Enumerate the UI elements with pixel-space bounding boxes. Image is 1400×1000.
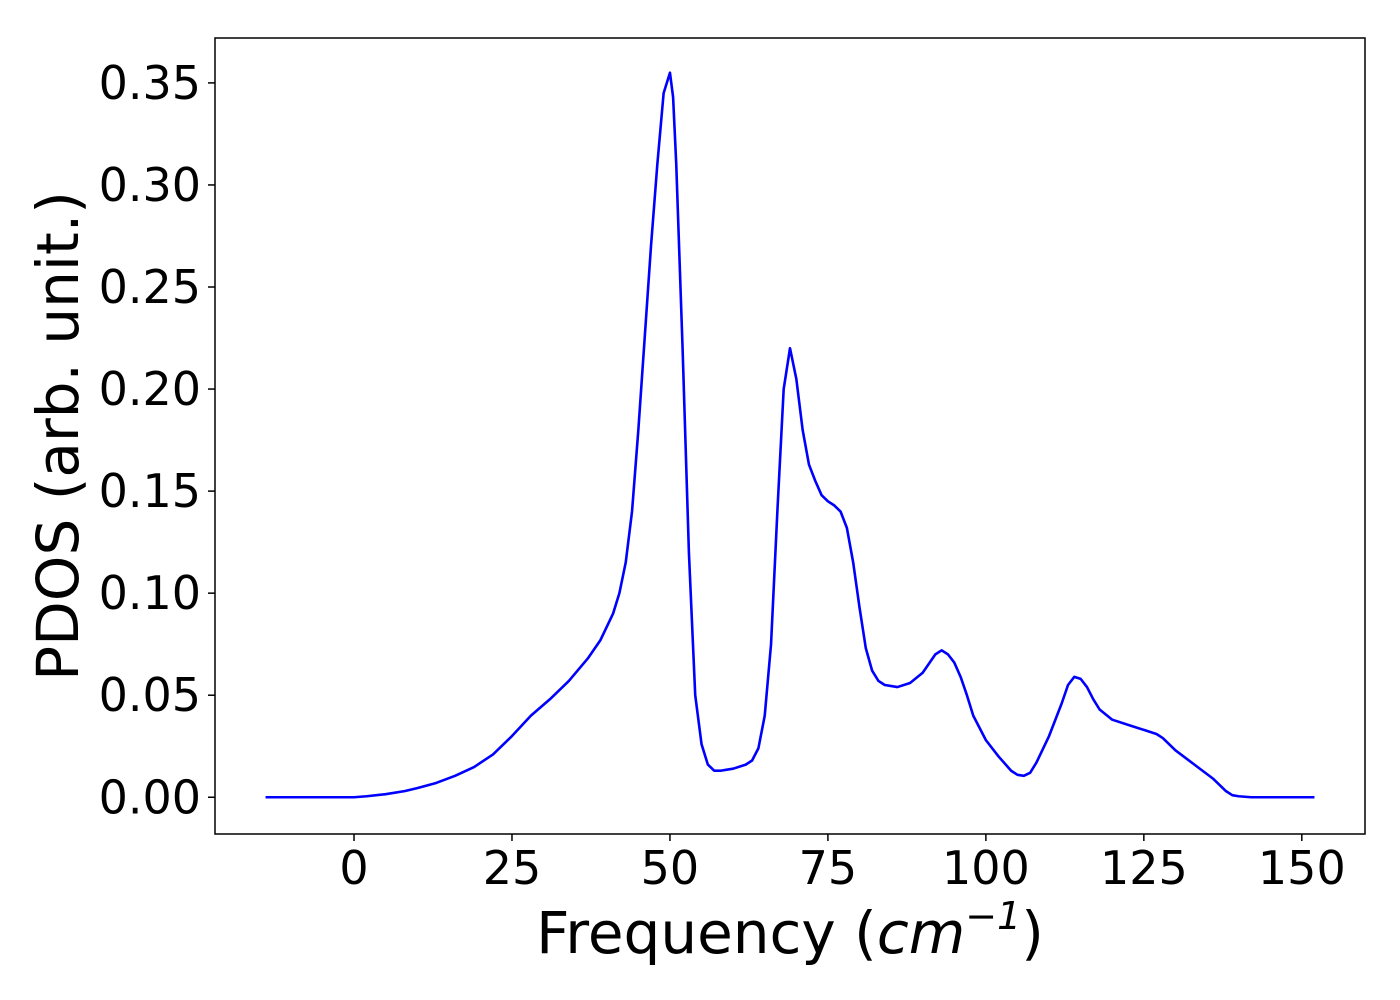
y-tick-label: 0.25 [99, 260, 201, 314]
y-tick-label: 0.05 [99, 668, 201, 722]
y-tick-label: 0.30 [99, 158, 201, 212]
y-tick-label: 0.35 [99, 56, 201, 110]
x-axis-label: Frequency (cm−1) [536, 894, 1044, 967]
y-tick-label: 0.10 [99, 566, 201, 620]
x-tick-label: 0 [339, 841, 368, 895]
pdos-series-line [265, 71, 1315, 799]
plot-area-frame [214, 37, 1366, 835]
x-tick-label: 150 [1258, 841, 1346, 895]
x-axis-ticks: 0 25 50 75 100 125 150 [339, 834, 1346, 895]
x-tick-label: 75 [799, 841, 858, 895]
series-layer [265, 71, 1315, 799]
x-tick-label: 25 [483, 841, 542, 895]
y-tick-label: 0.20 [99, 362, 201, 416]
y-axis-label: PDOS (arb. unit.) [24, 191, 92, 681]
x-tick-label: 100 [942, 841, 1030, 895]
x-tick-label: 125 [1100, 841, 1188, 895]
y-tick-label: 0.00 [99, 770, 201, 824]
y-tick-label: 0.15 [99, 464, 201, 518]
x-tick-label: 50 [641, 841, 700, 895]
y-axis-ticks: 0.00 0.05 0.10 0.15 0.20 0.25 0.30 0.35 [99, 56, 215, 824]
